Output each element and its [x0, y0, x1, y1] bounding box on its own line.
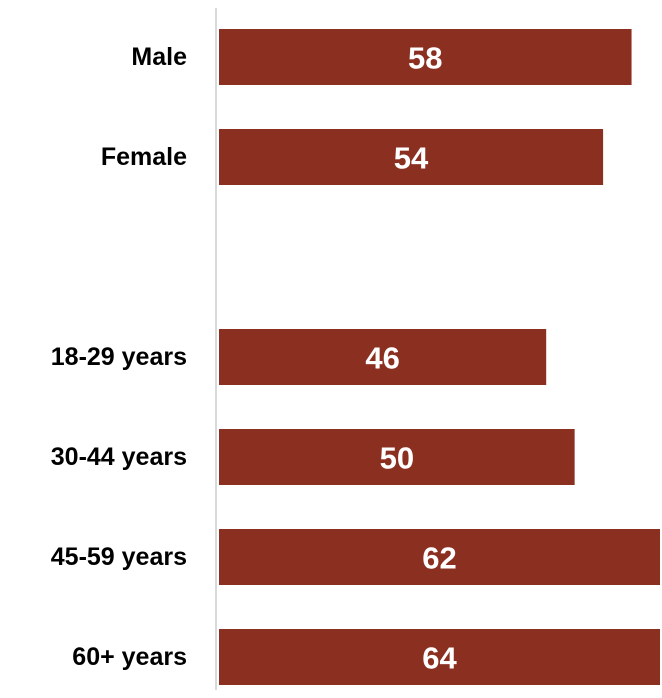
- data-label-45-59-years: 62: [422, 541, 456, 576]
- category-label-60-plus-years: 60+ years: [72, 643, 187, 671]
- category-label-female: Female: [101, 143, 187, 171]
- bars: 58 54 46 50 62 64: [219, 29, 660, 685]
- category-label-30-44-years: 30-44 years: [51, 443, 187, 471]
- bar-female: [219, 129, 604, 185]
- data-label-30-44-years: 50: [380, 441, 414, 476]
- bar-18-29-years: [219, 329, 547, 385]
- bar-45-59-years: [219, 529, 660, 585]
- data-label-female: 54: [394, 141, 429, 176]
- category-labels: Male Female 18-29 years 30-44 years 45-59 ye…: [51, 43, 187, 671]
- category-label-male: Male: [131, 43, 187, 71]
- data-label-male: 58: [408, 41, 442, 76]
- bar-30-44-years: [219, 429, 575, 485]
- category-label-45-59-years: 45-59 years: [51, 543, 187, 571]
- data-label-60-plus-years: 64: [422, 641, 457, 676]
- category-label-18-29-years: 18-29 years: [51, 343, 187, 371]
- bar-60-plus-years: [219, 629, 660, 685]
- data-label-18-29-years: 46: [365, 341, 399, 376]
- bar-male: [219, 29, 632, 85]
